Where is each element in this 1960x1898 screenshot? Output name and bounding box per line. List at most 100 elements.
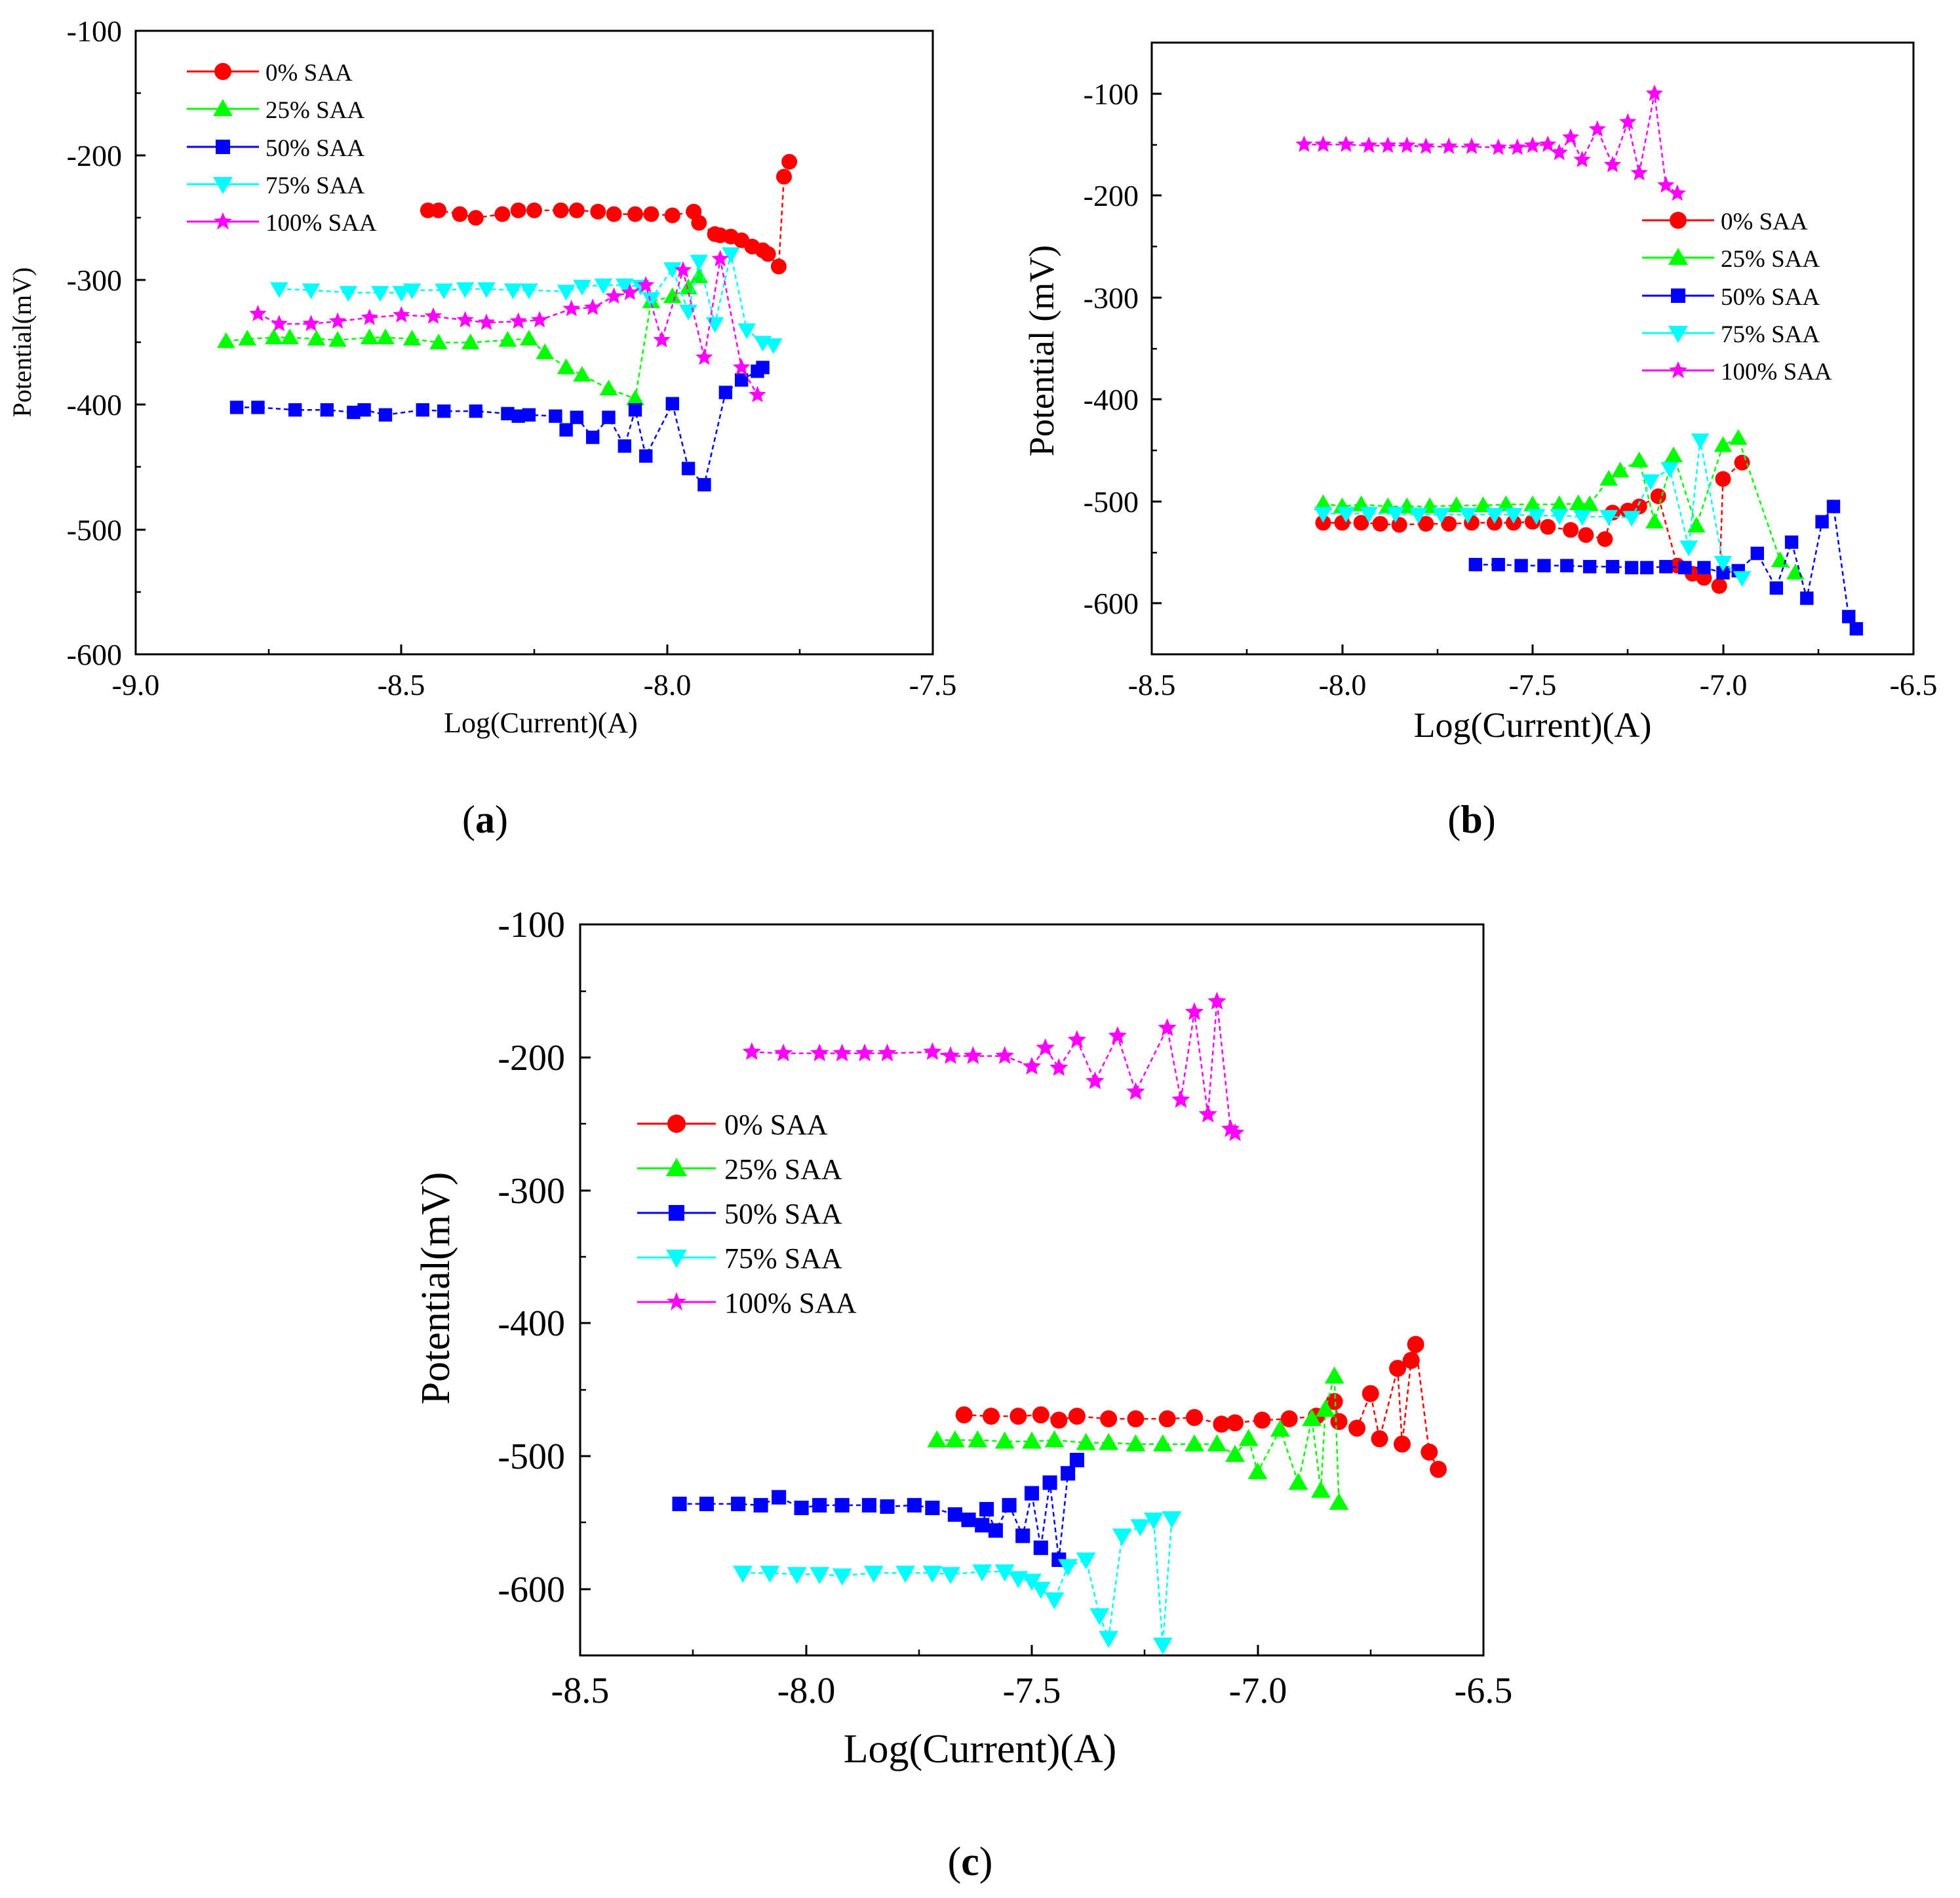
data-point-star bbox=[361, 308, 378, 325]
data-point-triangle-up bbox=[1523, 495, 1542, 511]
data-point-square bbox=[1800, 591, 1814, 605]
data-point-triangle-up bbox=[1238, 1429, 1259, 1446]
data-point-circle bbox=[1158, 1410, 1176, 1428]
plot-area-frame bbox=[579, 923, 1485, 1657]
data-point-star bbox=[1668, 184, 1686, 201]
legend-label: 100% SAA bbox=[265, 210, 377, 237]
data-point-circle bbox=[1226, 1414, 1244, 1432]
y-ticks bbox=[580, 923, 591, 1591]
data-point-triangle-up bbox=[1729, 429, 1748, 445]
legend-marker-triangle-up bbox=[1668, 248, 1688, 265]
data-point-triangle-down bbox=[339, 286, 358, 302]
y-tick-labels: -600 -500 -400 -300 -200 -100 bbox=[67, 14, 122, 671]
y-tick-label: -400 bbox=[1084, 383, 1139, 416]
data-point-triangle-up bbox=[1225, 1444, 1245, 1462]
data-point-triangle-down bbox=[690, 254, 709, 271]
data-point-circle bbox=[1418, 515, 1434, 532]
data-point-star bbox=[878, 1043, 897, 1061]
y-tick-label: -400 bbox=[67, 388, 122, 422]
x-tick-label: -8.5 bbox=[378, 668, 425, 702]
data-point-square bbox=[559, 423, 573, 437]
data-point-triangle-down bbox=[1691, 433, 1710, 450]
data-point-triangle-down bbox=[663, 262, 682, 279]
data-point-triangle-down bbox=[1622, 511, 1641, 527]
data-point-triangle-down bbox=[922, 1566, 943, 1583]
data-point-triangle-down bbox=[1679, 540, 1698, 557]
data-point-square bbox=[1002, 1497, 1017, 1512]
data-point-triangle-down bbox=[733, 1566, 753, 1583]
data-point-triangle-down bbox=[1432, 507, 1451, 524]
data-point-square bbox=[1849, 622, 1864, 636]
data-point-square bbox=[320, 403, 334, 417]
x-ticks bbox=[134, 644, 934, 654]
data-point-circle bbox=[1711, 578, 1727, 594]
data-point-circle bbox=[494, 206, 511, 222]
y-tick-label: -300 bbox=[1084, 281, 1139, 315]
data-point-star bbox=[1588, 120, 1606, 137]
data-point-triangle-up bbox=[1270, 1419, 1290, 1437]
series-line bbox=[257, 258, 758, 396]
data-point-star bbox=[1645, 84, 1663, 101]
data-point-triangle-up bbox=[945, 1430, 965, 1448]
data-point-circle bbox=[781, 153, 798, 170]
y-tick-label: -600 bbox=[67, 638, 122, 671]
data-point-circle bbox=[1372, 515, 1388, 532]
data-point-star bbox=[1573, 151, 1591, 167]
data-point-star bbox=[477, 313, 496, 330]
legend-label: 50% SAA bbox=[265, 135, 364, 162]
x-tick-label: -7.5 bbox=[1509, 668, 1557, 702]
data-point-square bbox=[585, 430, 600, 445]
data-point-star bbox=[774, 1043, 793, 1061]
data-point-triangle-up bbox=[1786, 563, 1805, 580]
data-point-square bbox=[734, 373, 749, 387]
data-point-star bbox=[1398, 136, 1416, 153]
x-tick-label: -8.0 bbox=[1319, 668, 1367, 702]
data-point-triangle-up bbox=[1311, 1480, 1331, 1498]
y-axis-title: Potential(mV) bbox=[414, 1172, 458, 1405]
data-point-triangle-down bbox=[1089, 1608, 1110, 1626]
data-point-star bbox=[509, 312, 527, 329]
data-point-square bbox=[229, 401, 244, 414]
x-tick-label: -7.0 bbox=[1700, 668, 1748, 702]
series-line bbox=[1323, 440, 1743, 579]
data-point-circle bbox=[627, 206, 644, 222]
data-point-square bbox=[1842, 610, 1856, 623]
data-point-triangle-up bbox=[1207, 1434, 1227, 1452]
data-point-triangle-up bbox=[626, 389, 644, 406]
y-tick-label: -600 bbox=[498, 1570, 565, 1610]
data-point-star bbox=[1603, 155, 1622, 172]
data-point-star bbox=[923, 1042, 942, 1060]
x-tick-label: -9.0 bbox=[112, 668, 160, 702]
series-line bbox=[225, 275, 700, 400]
data-point-square bbox=[251, 401, 265, 414]
series-line bbox=[743, 1518, 1173, 1645]
data-point-square bbox=[907, 1497, 922, 1512]
data-point-square bbox=[925, 1500, 940, 1516]
x-tick-label: -6.5 bbox=[1455, 1671, 1513, 1711]
data-point-triangle-down bbox=[456, 282, 475, 298]
data-point-triangle-up bbox=[328, 330, 347, 347]
panel-label: (b) bbox=[1447, 798, 1495, 841]
legend-label: 50% SAA bbox=[1721, 284, 1820, 311]
data-point-star bbox=[1440, 137, 1458, 154]
data-point-triangle-up bbox=[1630, 451, 1649, 467]
series-line bbox=[937, 1375, 1340, 1503]
data-point-triangle-up bbox=[994, 1431, 1015, 1449]
data-point-triangle-down bbox=[1733, 571, 1752, 587]
data-point-triangle-up bbox=[1611, 462, 1630, 478]
data-point-square bbox=[718, 386, 733, 399]
legend-marker-circle bbox=[214, 63, 231, 80]
data-point-star bbox=[1108, 1026, 1127, 1044]
data-point-square bbox=[469, 404, 483, 418]
data-point-square bbox=[437, 404, 451, 418]
data-point-circle bbox=[776, 168, 793, 185]
data-point-square bbox=[1784, 535, 1799, 549]
data-point-star bbox=[270, 315, 288, 332]
data-point-triangle-down bbox=[764, 338, 783, 355]
data-point-triangle-up bbox=[536, 343, 555, 359]
data-point-square bbox=[570, 410, 584, 424]
data-point-triangle-down bbox=[1314, 507, 1333, 523]
data-point-square bbox=[1716, 566, 1730, 580]
data-point-square bbox=[549, 409, 562, 423]
data-point-square bbox=[812, 1497, 827, 1512]
